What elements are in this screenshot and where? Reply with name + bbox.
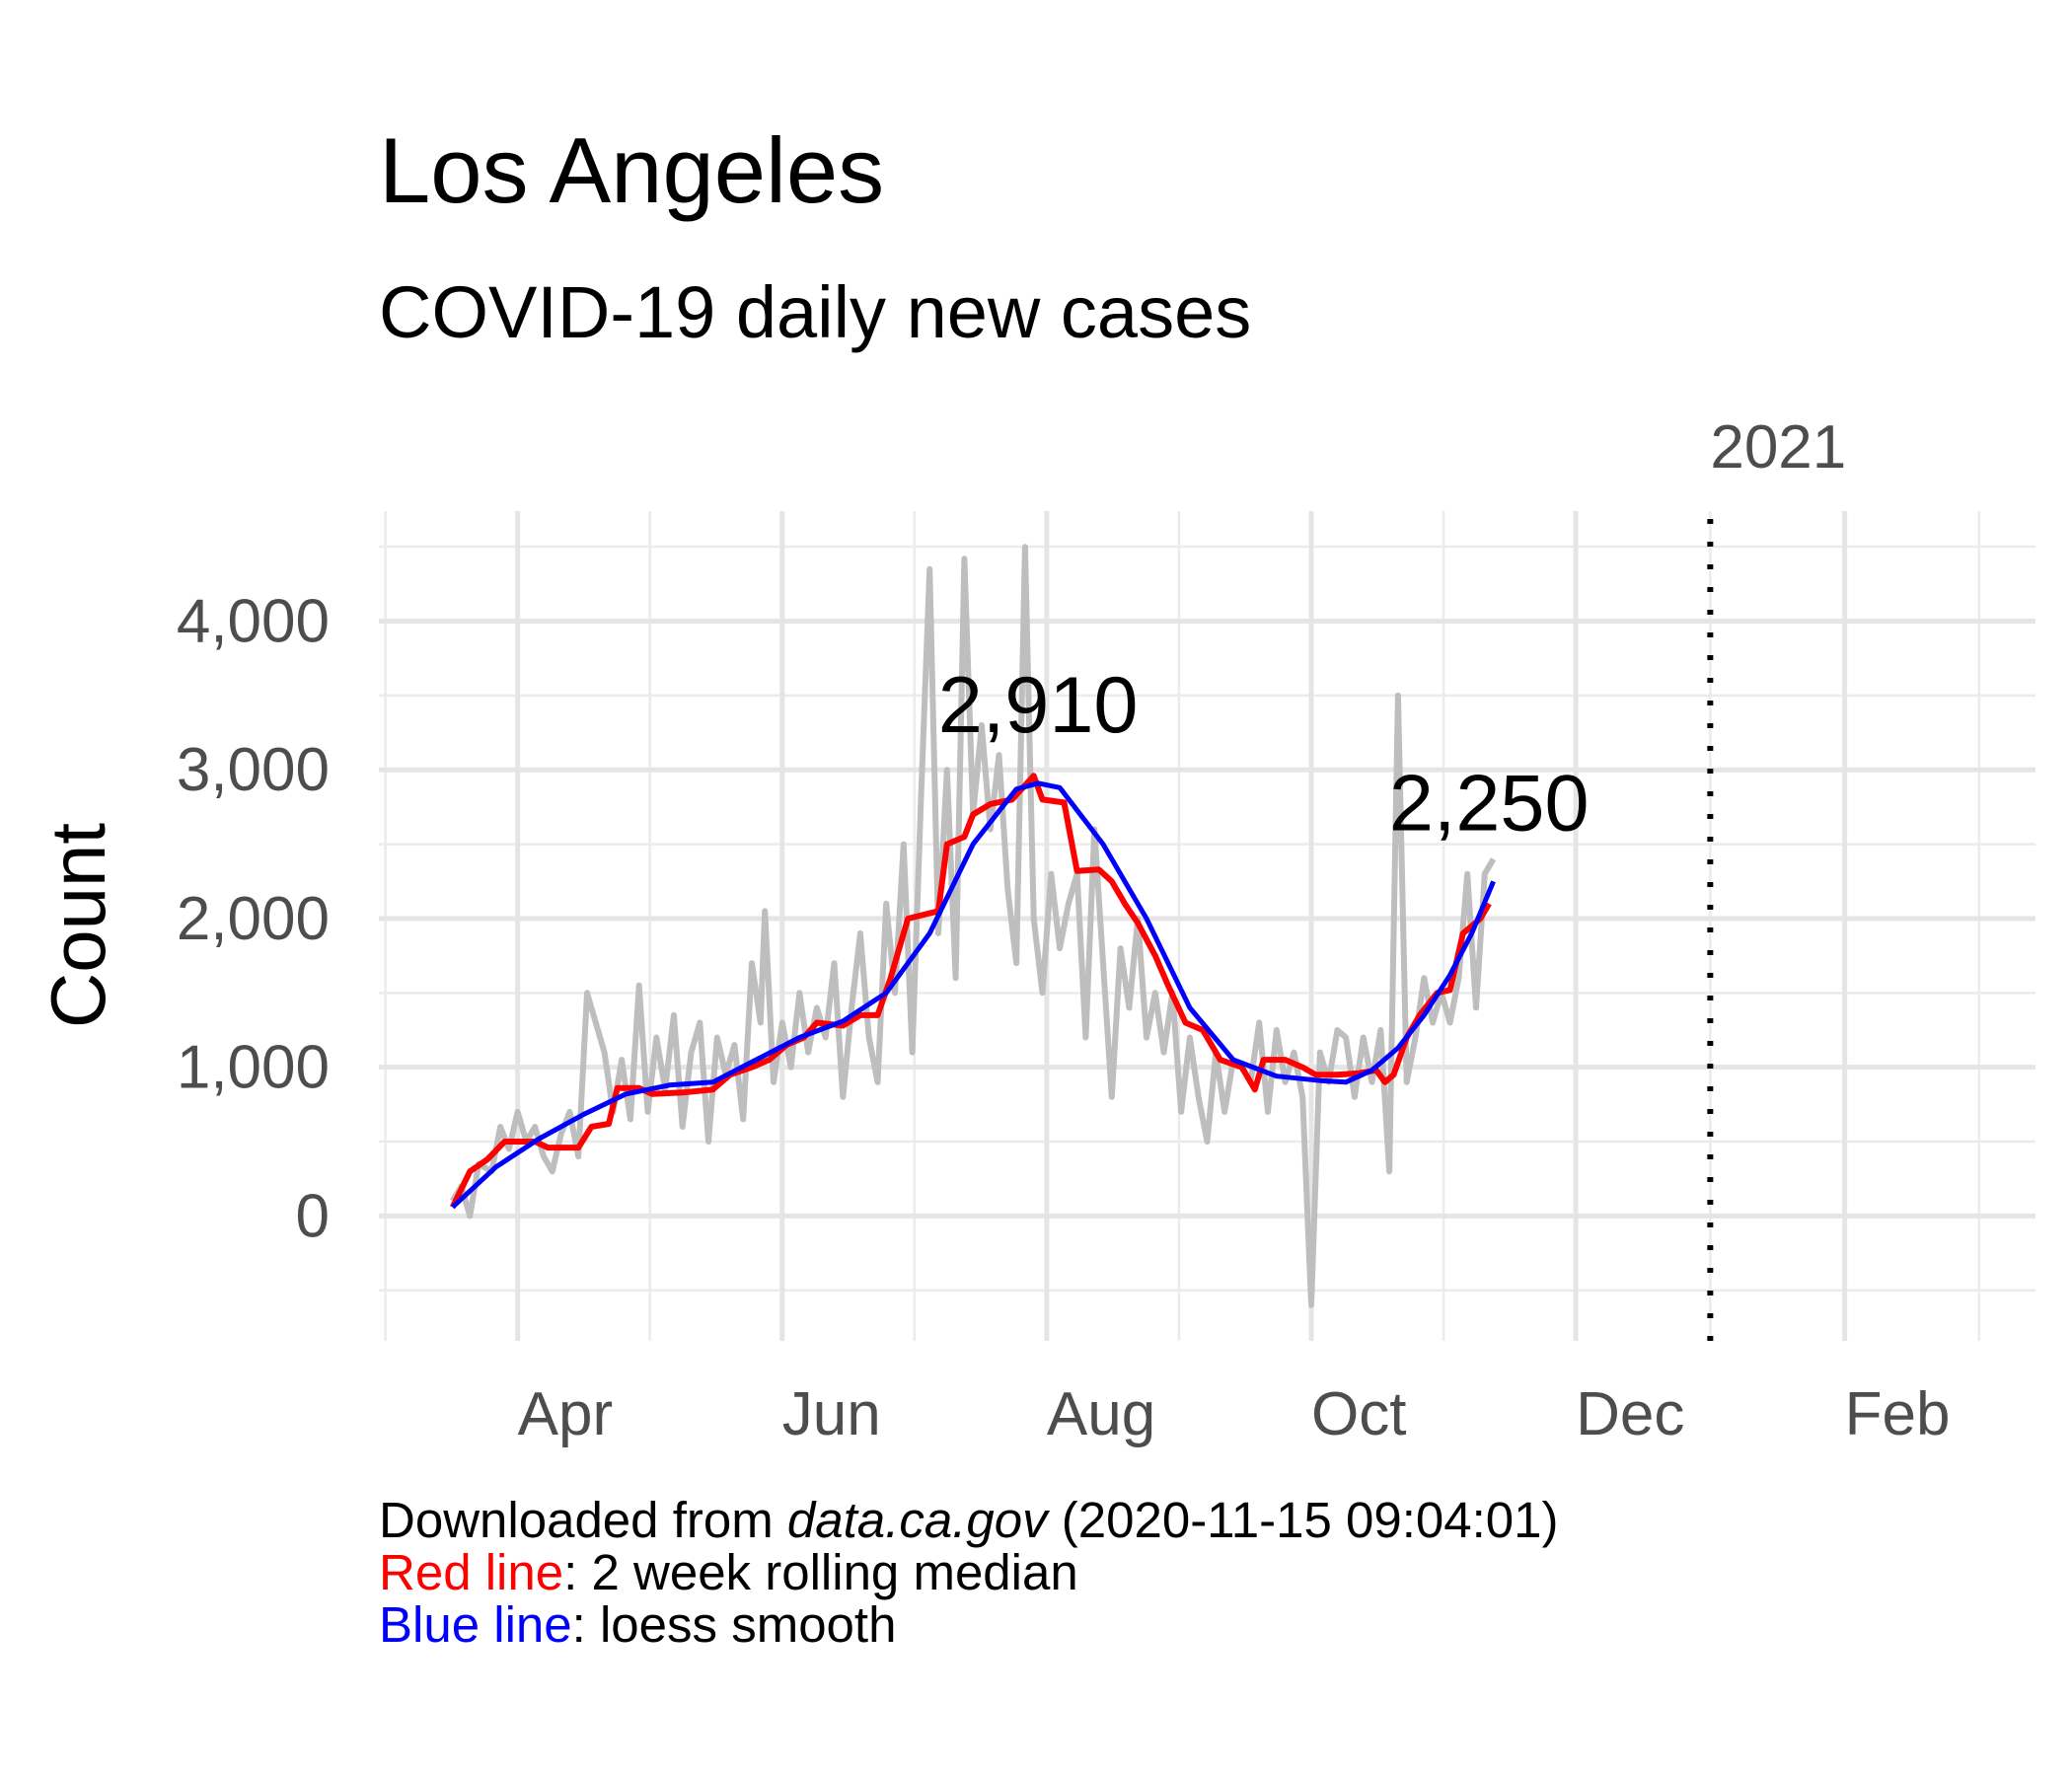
x-tick-label: Jun [782,1380,881,1448]
caption-line: Blue line: loess smooth [379,1596,896,1653]
caption-line: Downloaded from data.ca.gov (2020-11-15 … [379,1492,1559,1548]
annotation: 2,250 [1389,759,1590,848]
caption-text: Downloaded from [379,1492,787,1548]
y-tick-label: 3,000 [177,736,330,804]
caption-source: data.ca.gov [787,1492,1050,1548]
x-tick-label: Oct [1311,1380,1406,1448]
grid [379,511,2035,1341]
y-tick-label: 2,000 [177,885,330,953]
year-label: 2021 [1710,413,1846,481]
x-tick-label: Aug [1047,1380,1155,1448]
caption-line: Red line: 2 week rolling median [379,1544,1078,1600]
legend-entry: Red line [379,1544,563,1600]
y-axis-label: Count [35,823,121,1028]
caption-text: (2020-11-15 09:04:01) [1048,1492,1559,1548]
caption-text: : 2 week rolling median [563,1544,1078,1600]
x-tick-label: Dec [1576,1380,1684,1448]
marks [450,519,1714,1341]
caption-text: : loess smooth [572,1596,897,1653]
annotation: 2,910 [938,661,1139,750]
chart-title: Los Angeles [379,118,884,222]
y-tick-label: 1,000 [177,1034,330,1102]
series-line [451,780,1496,1210]
x-tick-label: Apr [518,1380,613,1448]
x-tick-label: Feb [1845,1380,1951,1448]
legend-entry: Blue line [379,1596,572,1653]
y-tick-label: 0 [296,1182,330,1250]
chart-subtitle: COVID-19 daily new cases [379,271,1251,353]
y-tick-label: 4,000 [177,588,330,656]
